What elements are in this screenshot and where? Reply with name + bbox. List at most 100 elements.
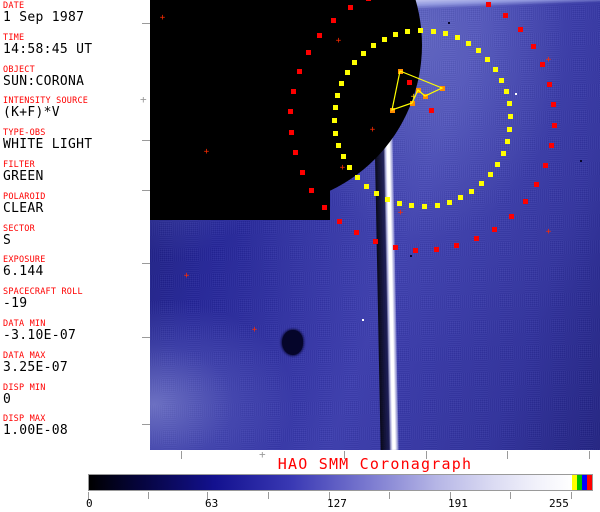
colorbar-tick-label: 0	[86, 497, 93, 510]
colorbar-stripe-green	[577, 475, 582, 490]
outer-ring-marker	[322, 204, 328, 210]
metadata-row: INTENSITY SOURCE (K+F)*V	[3, 97, 149, 120]
metadata-label: INTENSITY SOURCE	[3, 96, 89, 107]
metadata-value: CLEAR	[3, 200, 44, 216]
inner-ring-marker	[332, 105, 338, 111]
metadata-value: 14:58:45 UT	[3, 41, 93, 57]
metadata-value: 0	[3, 391, 12, 407]
inner-ring-marker	[333, 130, 339, 136]
inner-ring-marker	[339, 81, 345, 87]
axis-tick	[142, 337, 150, 338]
axis-tick	[589, 451, 590, 459]
metadata-sidebar: DATE 1 Sep 1987 TIME 14:58:45 UT OBJECT SUN:C…	[0, 0, 150, 448]
colorbar[interactable]	[88, 474, 593, 491]
metadata-value: -19	[3, 296, 28, 312]
inner-ring-marker	[393, 32, 399, 38]
inner-ring-marker	[397, 200, 403, 206]
metadata-value: (K+F)*V	[3, 105, 60, 121]
metadata-label: SPACECRAFT ROLL	[3, 287, 83, 298]
colorbar-tick-label: 63	[205, 497, 219, 510]
metadata-value: 1.00E-08	[3, 423, 69, 439]
axis-origin-marker: +	[140, 93, 147, 106]
inner-ring-marker	[347, 165, 353, 171]
axis-tick	[142, 140, 150, 141]
metadata-label: DATE	[3, 1, 25, 11]
axis-tick	[344, 451, 345, 459]
outer-ring-marker	[492, 226, 498, 232]
colorbar-stripe-yellow	[572, 475, 577, 490]
metadata-row: DISP MIN 0	[3, 383, 149, 407]
sun-center-marker: +	[410, 92, 417, 102]
outer-ring-marker	[547, 81, 553, 87]
colorbar-tick-label: 191	[448, 497, 468, 510]
field-plus-marker: +	[397, 208, 404, 218]
dark-speck	[580, 160, 582, 162]
inner-ring-marker	[332, 118, 338, 123]
colorbar-gradient	[89, 475, 572, 490]
metadata-label: DATA MAX	[3, 350, 46, 361]
inner-ring-marker	[430, 28, 436, 34]
metadata-row: OBJECT SUN:CORONA	[3, 64, 149, 89]
colorbar-tick-label: 255	[549, 497, 569, 510]
field-plus-marker: +	[369, 125, 376, 135]
inner-ring-marker	[335, 93, 341, 99]
colorbar-tick	[207, 492, 208, 499]
inner-ring-marker	[506, 101, 512, 107]
outer-ring-marker	[530, 43, 536, 49]
field-plus-marker: +	[545, 55, 552, 65]
overlay-polygon	[391, 70, 444, 111]
axis-tick	[181, 451, 182, 459]
inner-ring-marker	[336, 142, 342, 148]
metadata-label: POLAROID	[3, 191, 46, 202]
inner-ring-marker	[385, 196, 391, 202]
axis-tick	[142, 190, 150, 191]
inner-ring-marker	[503, 89, 509, 95]
inner-ring-marker	[417, 28, 423, 34]
outer-ring-marker	[292, 150, 298, 156]
field-marker	[407, 80, 412, 85]
metadata-label: SECTOR	[3, 223, 35, 234]
inner-ring-marker	[492, 66, 498, 72]
star-speck	[515, 93, 517, 95]
inner-ring-marker	[340, 154, 346, 160]
outer-ring-marker	[543, 163, 549, 168]
inner-ring-marker	[479, 181, 485, 187]
axis-tick	[142, 263, 150, 264]
inner-ring-marker	[446, 199, 452, 205]
axis-tick	[507, 451, 508, 459]
inner-ring-marker	[485, 56, 491, 62]
metadata-label: TYPE-OBS	[3, 128, 46, 139]
inner-ring-marker	[507, 113, 513, 119]
dark-artifact	[282, 330, 303, 355]
coronagraph-image[interactable]: + + + + + + + + + + +	[150, 0, 600, 450]
metadata-value: S	[3, 232, 12, 248]
metadata-label: OBJECT	[3, 64, 35, 75]
star-speck	[362, 319, 364, 321]
outer-ring-marker	[354, 230, 360, 236]
inner-ring-marker	[465, 40, 471, 46]
outer-ring-marker	[551, 101, 557, 107]
inner-ring-marker	[434, 202, 440, 208]
field-plus-marker: +	[339, 163, 346, 173]
metadata-value: WHITE LIGHT	[3, 137, 93, 153]
inner-ring-marker	[469, 188, 475, 194]
inner-ring-marker	[374, 191, 380, 197]
metadata-row: TIME 14:58:45 UT	[3, 33, 149, 57]
inner-ring-marker	[352, 59, 358, 65]
inner-ring-marker	[363, 183, 369, 189]
outer-ring-marker	[508, 213, 514, 219]
metadata-label: DATA MIN	[3, 319, 46, 329]
outer-ring-marker	[549, 143, 555, 149]
metadata-row: DATA MAX 3.25E-07	[3, 350, 149, 375]
metadata-row: FILTER GREEN	[3, 161, 149, 184]
metadata-value: GREEN	[3, 169, 44, 184]
metadata-label: DISP MAX	[3, 414, 46, 425]
inner-ring-marker	[360, 50, 366, 56]
outer-ring-marker	[288, 109, 294, 115]
outer-ring-marker	[522, 198, 528, 204]
colorbar-minor-tick	[148, 492, 149, 499]
metadata-row: TYPE-OBS WHITE LIGHT	[3, 129, 149, 152]
inner-ring-marker	[405, 29, 411, 35]
field-plus-marker: +	[335, 36, 342, 46]
inner-ring-marker	[507, 126, 513, 132]
